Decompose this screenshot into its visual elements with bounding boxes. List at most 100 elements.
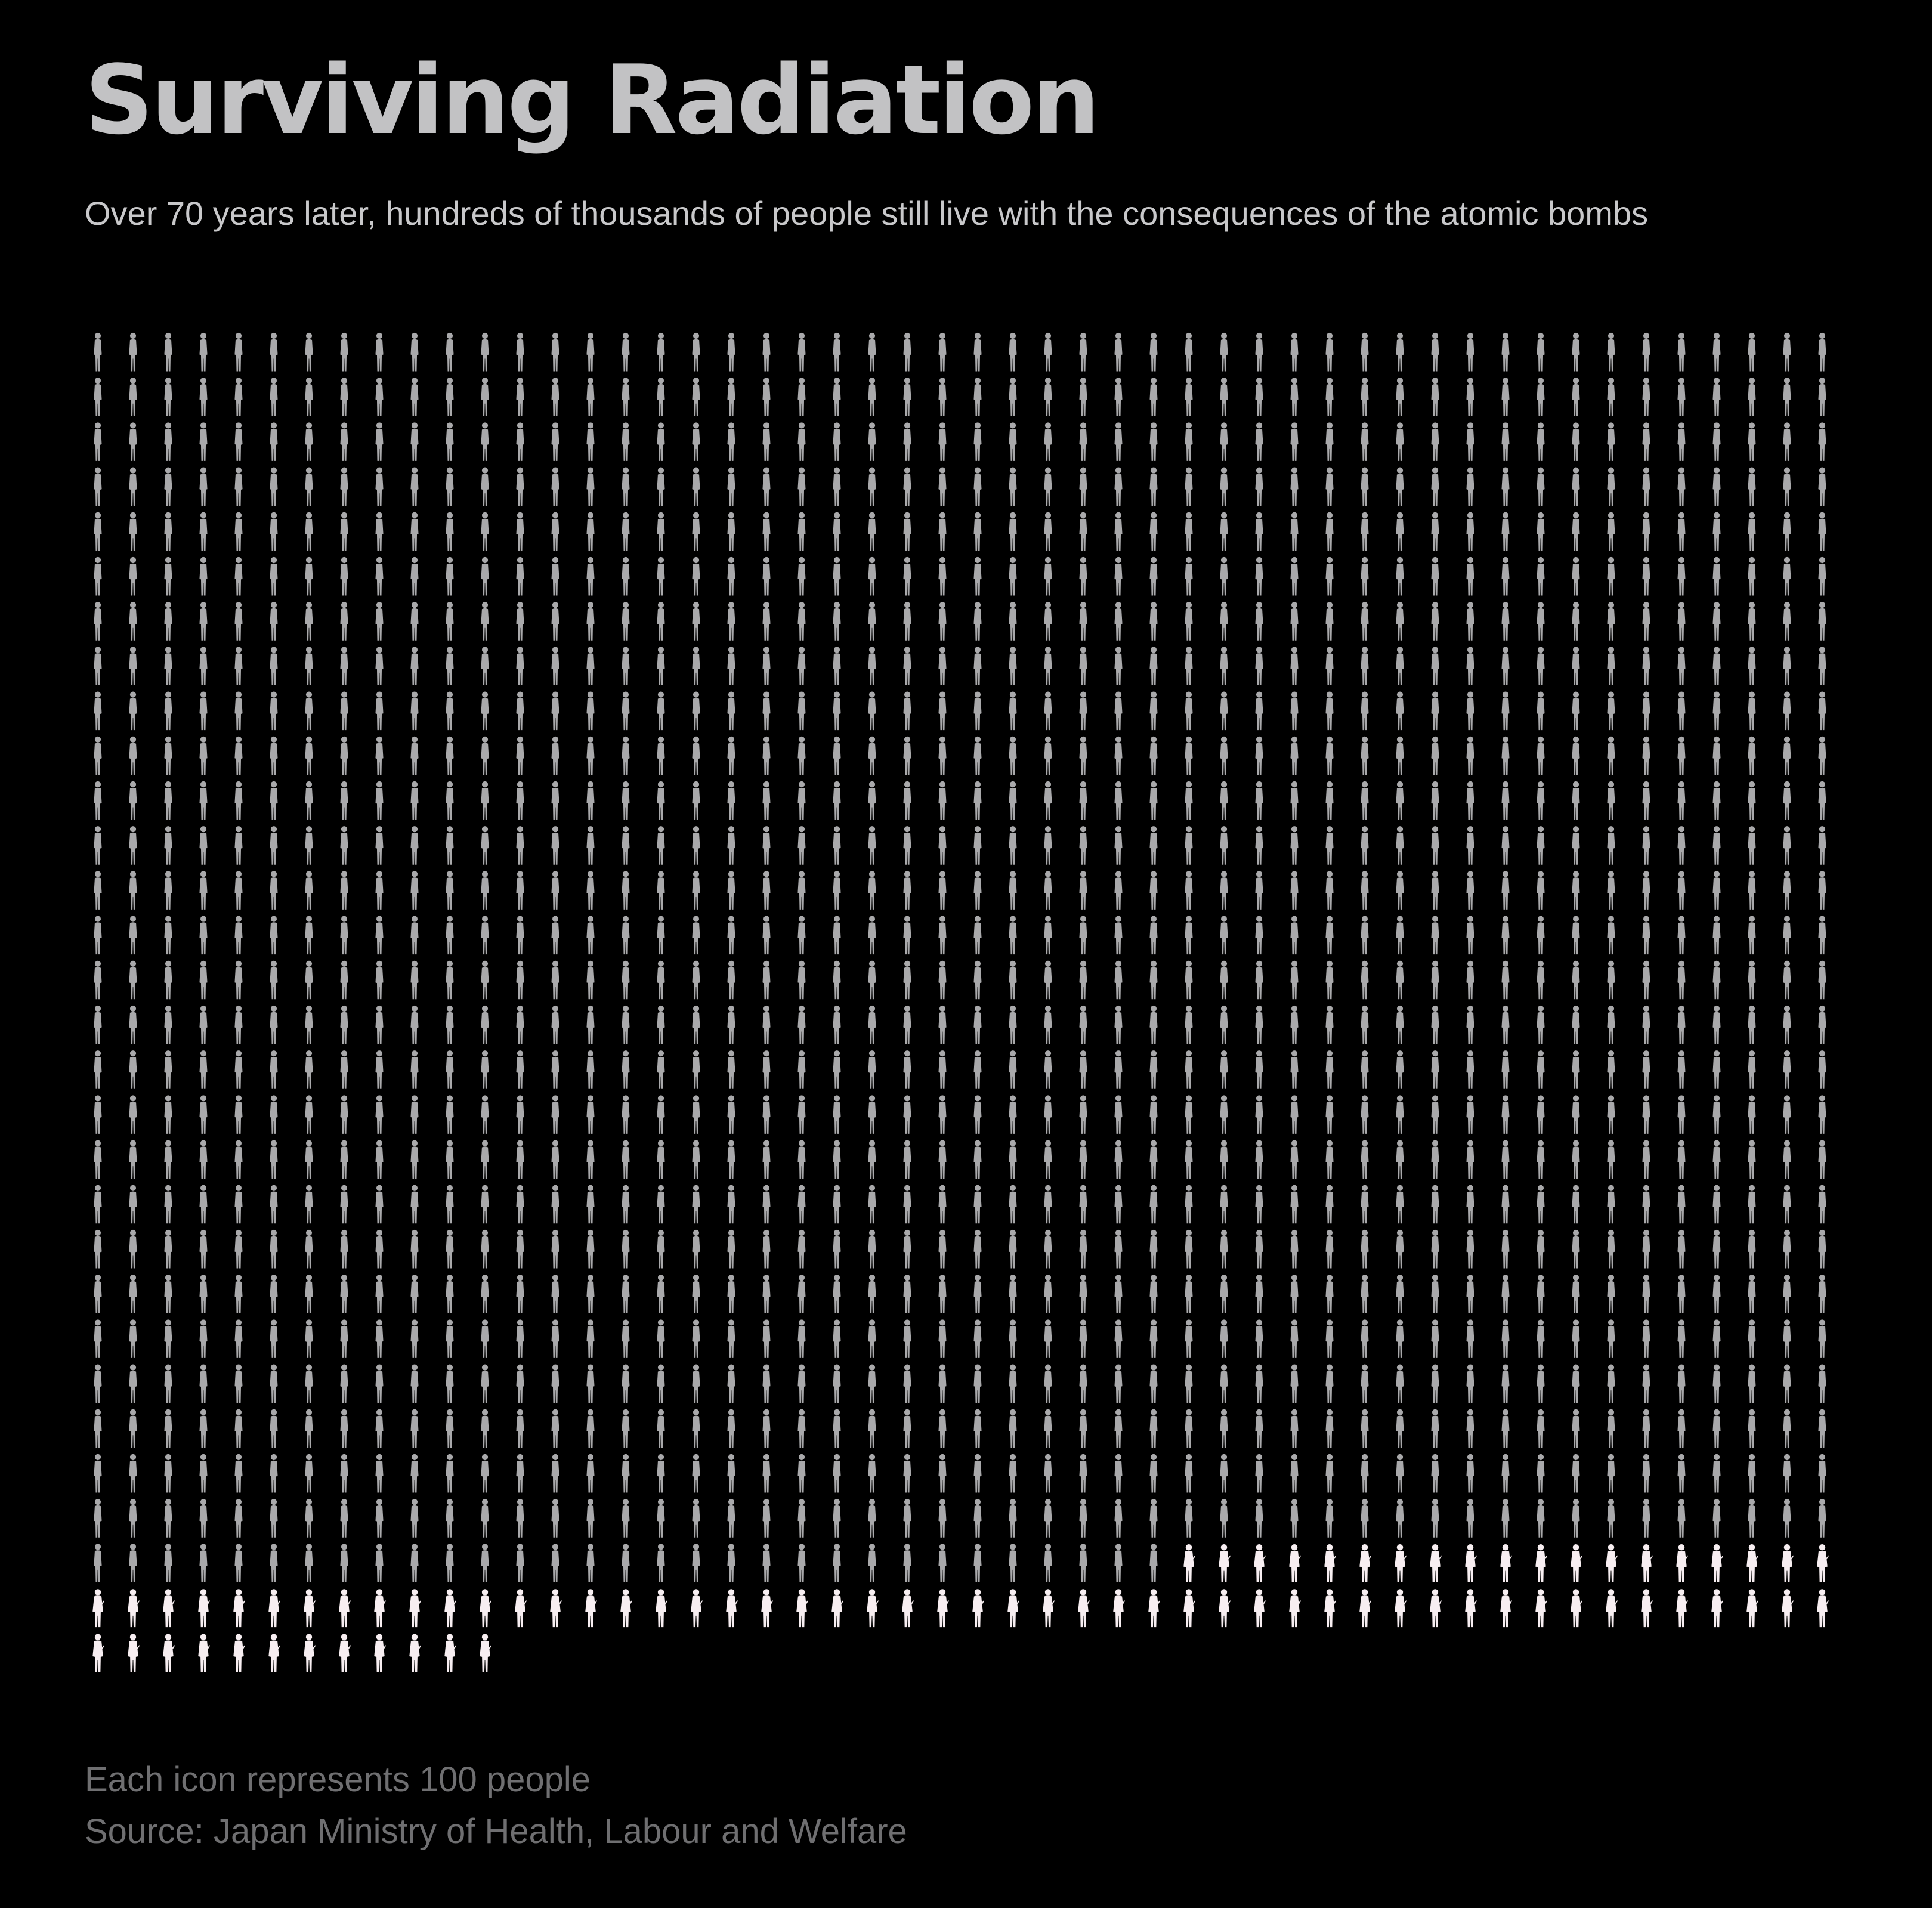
person-icon <box>762 1544 771 1582</box>
person-icon <box>1642 871 1650 910</box>
person-icon <box>797 1499 806 1538</box>
person-icon <box>164 1409 172 1448</box>
person-icon <box>938 332 947 372</box>
person-icon <box>727 1005 735 1044</box>
person-icon <box>1185 1229 1193 1269</box>
person-icon <box>1642 378 1650 416</box>
person-icon <box>833 960 841 1000</box>
person-icon <box>1079 826 1087 865</box>
person-icon <box>622 1095 630 1134</box>
person-icon <box>1044 1140 1052 1179</box>
chart-subtitle: Over 70 years later, hundreds of thousan… <box>85 194 1649 232</box>
person-icon <box>481 467 489 506</box>
person-icon <box>727 691 735 731</box>
person-icon <box>305 960 313 1000</box>
person-icon <box>340 781 348 820</box>
person-icon <box>833 1364 841 1403</box>
person-icon <box>1783 467 1791 506</box>
person-icon <box>1149 332 1158 372</box>
person-icon <box>1677 512 1686 551</box>
person-icon <box>1149 1544 1158 1582</box>
person-icon-highlight <box>198 1589 210 1628</box>
person-icon <box>1396 691 1404 731</box>
person-icon <box>622 647 630 685</box>
person-icon <box>1466 1229 1474 1269</box>
person-icon <box>1607 1319 1615 1358</box>
person-icon <box>129 1454 137 1493</box>
person-icon <box>1466 602 1474 641</box>
person-icon <box>833 512 841 551</box>
person-icon <box>1818 1229 1826 1269</box>
person-icon <box>551 467 559 506</box>
person-icon <box>375 1095 384 1134</box>
person-icon <box>375 1319 384 1358</box>
person-icon <box>1185 1050 1193 1089</box>
person-icon <box>1185 1409 1193 1448</box>
person-icon <box>1537 512 1545 551</box>
person-icon <box>1572 512 1580 551</box>
person-icon <box>657 1095 665 1134</box>
person-icon <box>833 1185 841 1224</box>
person-icon <box>657 826 665 865</box>
person-icon <box>1009 332 1017 372</box>
person-icon-highlight <box>1430 1589 1442 1628</box>
person-icon <box>1325 781 1334 820</box>
person-icon <box>234 332 243 372</box>
person-icon <box>1149 736 1158 775</box>
person-icon <box>199 467 208 506</box>
person-icon <box>938 1454 947 1493</box>
person-icon <box>868 467 876 506</box>
person-icon <box>481 1185 489 1224</box>
person-icon <box>270 1185 278 1224</box>
person-icon <box>410 916 419 955</box>
person-icon <box>234 1185 243 1224</box>
person-icon <box>1079 1544 1087 1582</box>
person-icon <box>1642 916 1650 955</box>
person-icon-highlight <box>1324 1544 1336 1582</box>
person-icon <box>1044 1095 1052 1134</box>
person-icon <box>1783 512 1791 551</box>
person-icon <box>622 1409 630 1448</box>
person-icon <box>270 1095 278 1134</box>
person-icon <box>1431 1095 1439 1134</box>
person-icon <box>1149 1409 1158 1448</box>
person-icon <box>1572 467 1580 506</box>
person-icon <box>129 467 137 506</box>
person-icon <box>1255 1499 1263 1538</box>
person-icon <box>1818 1140 1826 1179</box>
person-icon <box>692 826 700 865</box>
person-icon <box>516 871 524 910</box>
person-icon <box>1783 1229 1791 1269</box>
person-icon <box>622 1319 630 1358</box>
person-icon <box>305 556 313 596</box>
person-icon <box>1466 1409 1474 1448</box>
person-icon-highlight <box>761 1589 773 1628</box>
person-icon <box>410 781 419 820</box>
person-icon <box>1642 691 1650 731</box>
person-icon <box>129 556 137 596</box>
person-icon <box>622 691 630 731</box>
person-icon <box>410 1409 419 1448</box>
person-icon <box>199 1319 208 1358</box>
person-icon <box>305 467 313 506</box>
person-icon <box>692 1229 700 1269</box>
person-icon <box>1044 378 1052 416</box>
person-icon <box>270 647 278 685</box>
person-icon <box>94 1364 102 1403</box>
person-icon <box>1185 1140 1193 1179</box>
person-icon <box>1220 691 1228 731</box>
person-icon <box>551 1140 559 1179</box>
person-icon <box>1642 1229 1650 1269</box>
person-icon <box>375 378 384 416</box>
person-icon <box>1642 422 1650 461</box>
person-icon <box>481 960 489 1000</box>
person-icon <box>94 871 102 910</box>
person-icon <box>622 1544 630 1582</box>
person-icon <box>1044 602 1052 641</box>
person-icon <box>1677 1229 1686 1269</box>
person-icon <box>1677 602 1686 641</box>
person-icon <box>657 332 665 372</box>
person-icon <box>1044 1544 1052 1582</box>
person-icon <box>1642 960 1650 1000</box>
person-icon <box>797 1229 806 1269</box>
